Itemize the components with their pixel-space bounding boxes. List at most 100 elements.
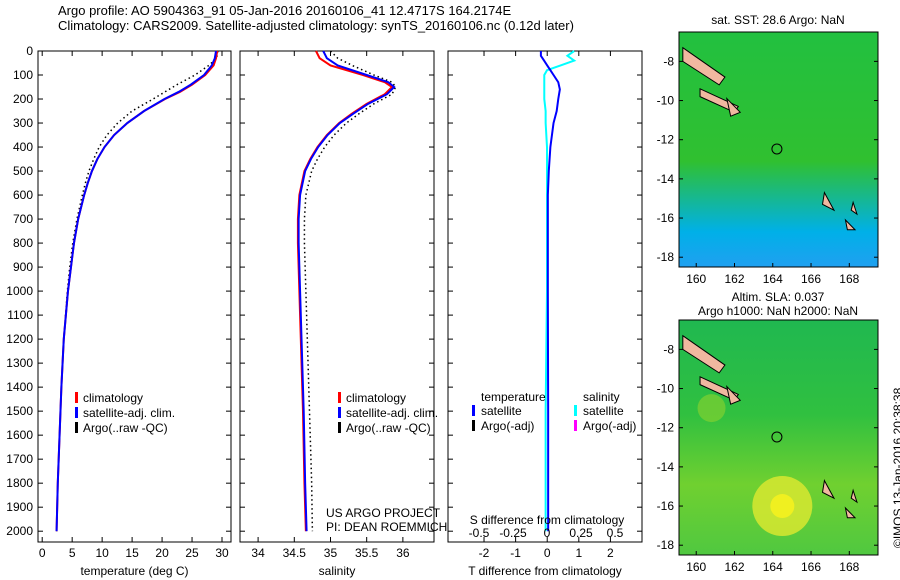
y-tick-label: 900 (13, 260, 33, 274)
x-tick-label: 2 (607, 546, 614, 560)
island (682, 46, 726, 86)
lat-tick-label: -16 (657, 211, 675, 225)
island (725, 384, 742, 405)
x-axis-label: T difference from climatology (468, 564, 622, 578)
y-tick-label: 2000 (6, 524, 33, 538)
y-tick-label: 100 (13, 68, 33, 82)
legend-swatch (338, 392, 341, 403)
s-tick-label: 0.25 (569, 526, 593, 540)
x-tick-label: 25 (185, 546, 199, 560)
plot-frame (37, 50, 232, 543)
legend-swatch (472, 420, 475, 431)
y-tick-label: 1000 (6, 284, 33, 298)
y-tick-label: 1500 (6, 404, 33, 418)
lon-tick-label: 164 (763, 560, 783, 574)
y-tick-label: 1700 (6, 452, 33, 466)
x-tick-label: 34 (251, 546, 265, 560)
y-tick-label: 1600 (6, 428, 33, 442)
x-tick-label: 15 (125, 546, 139, 560)
y-tick-label: 1100 (7, 308, 33, 322)
plot-frame (239, 50, 435, 543)
x-tick-label: -2 (479, 546, 490, 560)
lon-tick-label: 168 (839, 560, 859, 574)
s-tick-label: 0.5 (607, 526, 624, 540)
legend-swatch (574, 420, 577, 431)
lat-tick-label: -8 (663, 54, 674, 68)
legend-swatch (338, 407, 341, 418)
imos-timestamp: ©IMOS 13-Jan-2016 20:38:38 (891, 387, 900, 548)
map-frame (678, 319, 879, 556)
argo-location-marker (771, 143, 783, 155)
x-tick-label: 35.5 (355, 546, 379, 560)
sla-map-subtitle: Argo h1000: NaN h2000: NaN (698, 304, 858, 318)
lon-tick-label: 160 (686, 560, 706, 574)
island (682, 334, 726, 374)
argo-sal-line (303, 50, 397, 532)
lat-tick-label: -10 (657, 94, 675, 108)
lat-tick-label: -12 (657, 133, 675, 147)
lon-tick-label: 164 (763, 272, 783, 286)
legend-item: satellite-adj. clim. (83, 406, 175, 420)
x-tick-label: -1 (510, 546, 521, 560)
plot-frame (447, 50, 643, 543)
legend-swatch (338, 422, 341, 433)
credit-pi: PI: DEAN ROEMMICH (326, 520, 447, 534)
lon-tick-label: 166 (801, 272, 821, 286)
legend-swatch (574, 405, 577, 416)
y-tick-label: 600 (13, 188, 33, 202)
lon-tick-label: 162 (724, 272, 744, 286)
x-tick-label: 5 (69, 546, 76, 560)
title-line-1: Argo profile: AO 5904363_91 05-Jan-2016 … (58, 3, 512, 18)
lat-tick-label: -12 (657, 421, 675, 435)
y-tick-label: 400 (13, 140, 33, 154)
y-tick-label: 500 (13, 164, 33, 178)
sla-high-core (770, 494, 795, 519)
island (821, 479, 836, 500)
y-tick-label: 1800 (6, 476, 33, 490)
x-tick-label: 0 (544, 546, 551, 560)
legend-item: satellite-adj. clim. (346, 406, 438, 420)
lat-tick-label: -18 (657, 538, 675, 552)
s-tick-label: -0.25 (499, 526, 527, 540)
island (844, 218, 857, 231)
legend-item: climatology (346, 391, 406, 405)
y-tick-label: 1200 (6, 332, 33, 346)
y-tick-label: 700 (13, 212, 33, 226)
legend-item: climatology (83, 391, 143, 405)
island (821, 191, 836, 212)
y-tick-label: 200 (13, 92, 33, 106)
lat-tick-label: -14 (657, 172, 675, 186)
sat-temp-line (55, 50, 218, 532)
lat-tick-label: -8 (663, 342, 674, 356)
legend-header-sal: salinity (583, 390, 620, 404)
legend-item: satellite (481, 404, 522, 418)
clim-sal-line (296, 50, 394, 532)
map-1: 160 162 164 166 168 -8 -10 -12 -14 -16 -18 sat. SST… (657, 13, 879, 286)
y-tick-label: 1900 (6, 500, 33, 514)
sst-map-title: sat. SST: 28.6 Argo: NaN (711, 13, 844, 27)
lon-tick-label: 166 (801, 560, 821, 574)
lon-tick-label: 168 (839, 272, 859, 286)
profile-panel-0: 0 5 10 15 20 25 300100200300400500600700800900… (6, 44, 232, 578)
legend-item: Argo(..raw -QC) (83, 421, 168, 435)
y-tick-label: 0 (26, 44, 33, 58)
y-tick-label: 1300 (6, 356, 33, 370)
lat-tick-label: -18 (657, 250, 675, 264)
sla-map-title: Altim. SLA: 0.037 (732, 290, 825, 304)
legend-item: Argo(-adj) (481, 419, 534, 433)
legend-swatch (472, 405, 475, 416)
profile-panel-1: 34 34.5 35 35.5 36 salinity climatologysatelli… (239, 50, 447, 578)
map-frame (678, 31, 879, 268)
profile-panel-2: -2 -1 0 1 2 T difference from climatology -0.5… (447, 50, 643, 578)
x-tick-label: 20 (155, 546, 169, 560)
x-tick-label: 30 (215, 546, 229, 560)
y-tick-label: 1400 (6, 380, 33, 394)
x-axis-label: salinity (319, 564, 356, 578)
legend-header-temp: temperature (481, 390, 546, 404)
lat-tick-label: -14 (657, 460, 675, 474)
clim-temp-line (55, 50, 219, 532)
x-tick-label: 35 (324, 546, 338, 560)
y-tick-label: 300 (13, 116, 33, 130)
legend-swatch (75, 422, 78, 433)
